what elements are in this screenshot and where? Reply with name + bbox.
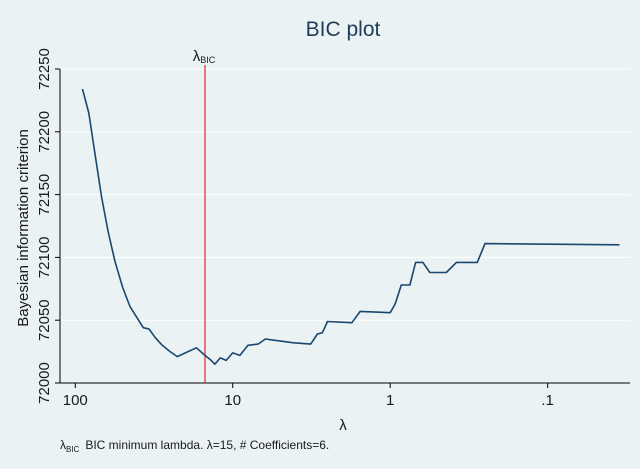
footnote-symbol: λ xyxy=(60,438,66,452)
footnote: λBIC BIC minimum lambda. λ=15, # Coeffici… xyxy=(60,438,329,454)
lambda-bic-label-sub: BIC xyxy=(200,55,216,65)
series-group xyxy=(81,88,620,365)
x-tick-label: 10 xyxy=(224,392,241,409)
y-tick-label: 72250 xyxy=(36,48,53,90)
y-tick-label: 72150 xyxy=(36,174,53,216)
y-tick-label: 72050 xyxy=(36,299,53,341)
gridlines xyxy=(60,68,630,384)
footnote-text: BIC minimum lambda. λ=15, # Coefficients… xyxy=(85,438,329,452)
y-tick-label: 72000 xyxy=(36,362,53,404)
chart-title: BIC plot xyxy=(306,18,381,41)
x-tick-label: 1 xyxy=(386,392,394,409)
x-axis-title: λ xyxy=(339,417,347,434)
x-tick-label: 100 xyxy=(63,392,88,409)
x-tick-label: .1 xyxy=(541,392,554,409)
lambda-bic-label: λBIC xyxy=(193,48,216,65)
bic-series-line xyxy=(81,88,620,365)
reference-line-group: λBIC xyxy=(193,48,216,383)
y-axis-title: Bayesian information criterion xyxy=(15,129,32,327)
axes: 72000 72050 72100 72150 72200 72250 100 10 1 .1 xyxy=(36,48,630,409)
y-tick-label: 72200 xyxy=(36,111,53,153)
y-tick-label: 72100 xyxy=(36,237,53,279)
lambda-bic-label-main: λ xyxy=(193,48,201,65)
footnote-symbol-sub: BIC xyxy=(66,445,80,454)
